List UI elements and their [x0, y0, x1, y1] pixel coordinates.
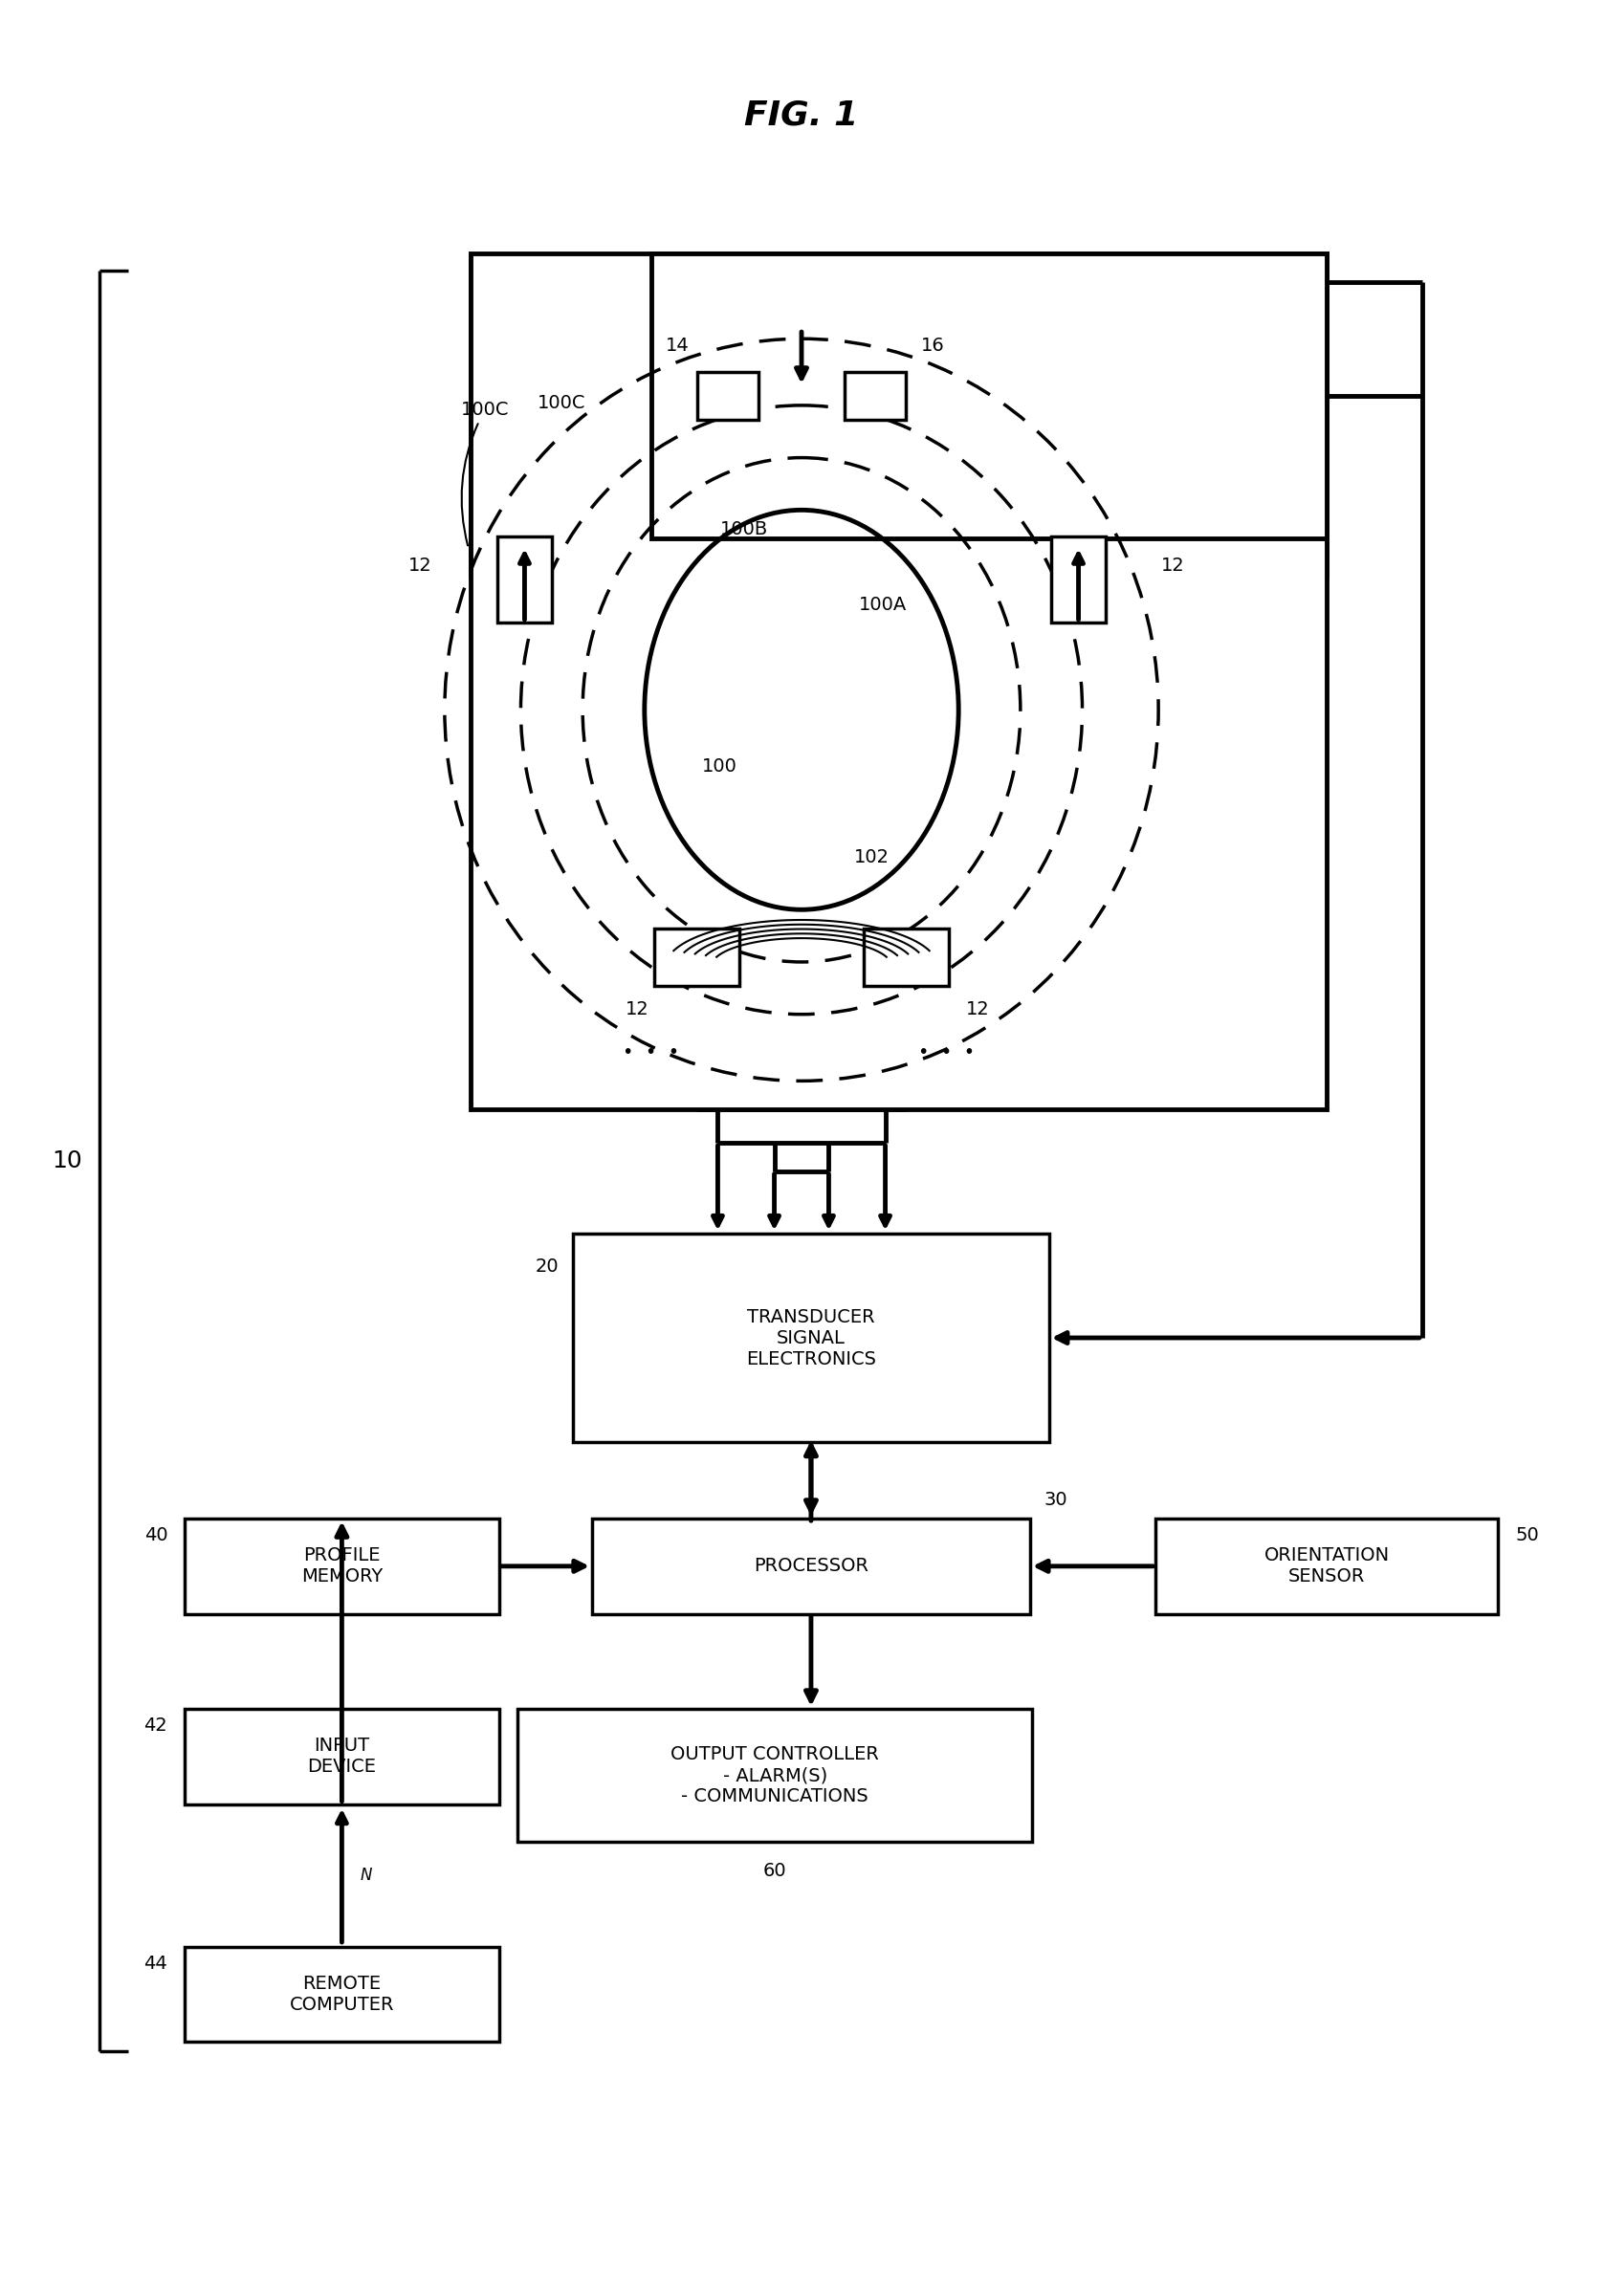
Text: 44: 44 — [144, 1954, 168, 1972]
Text: 40: 40 — [144, 1527, 168, 1545]
Text: TRANSDUCER
SIGNAL
ELECTRONICS: TRANSDUCER SIGNAL ELECTRONICS — [746, 1309, 876, 1368]
Text: 100A: 100A — [858, 597, 906, 615]
Bar — [1155, 1518, 1498, 1614]
Text: 12: 12 — [966, 1001, 990, 1019]
Text: INPUT
DEVICE: INPUT DEVICE — [308, 1736, 377, 1777]
Bar — [470, 253, 1327, 1109]
Text: 10: 10 — [51, 1150, 82, 1173]
Bar — [184, 1708, 499, 1805]
Text: 100: 100 — [701, 758, 736, 776]
Bar — [1051, 537, 1107, 622]
Bar — [863, 928, 950, 985]
Text: FIG. 1: FIG. 1 — [744, 99, 858, 131]
Text: •  •  •: • • • — [917, 1042, 975, 1061]
Text: REMOTE
COMPUTER: REMOTE COMPUTER — [289, 1975, 395, 2014]
Text: 102: 102 — [853, 847, 889, 866]
Text: ORIENTATION
SENSOR: ORIENTATION SENSOR — [1264, 1548, 1389, 1587]
Bar — [651, 253, 1327, 540]
Text: 42: 42 — [144, 1717, 168, 1736]
Text: 12: 12 — [1161, 556, 1185, 574]
Bar — [844, 372, 906, 420]
Text: 60: 60 — [764, 1862, 786, 1880]
Bar — [573, 1233, 1049, 1442]
Text: 20: 20 — [536, 1258, 558, 1277]
Bar — [696, 372, 759, 420]
Text: 14: 14 — [666, 335, 690, 354]
Text: OUTPUT CONTROLLER
- ALARM(S)
- COMMUNICATIONS: OUTPUT CONTROLLER - ALARM(S) - COMMUNICA… — [670, 1745, 879, 1805]
Bar — [184, 1518, 499, 1614]
Text: 100C: 100C — [537, 395, 585, 413]
Bar — [497, 537, 552, 622]
Text: 12: 12 — [626, 1001, 650, 1019]
Text: 50: 50 — [1516, 1527, 1538, 1545]
Text: 30: 30 — [1044, 1490, 1068, 1508]
Bar — [592, 1518, 1030, 1614]
Text: 16: 16 — [921, 335, 945, 354]
Text: •  •  •: • • • — [622, 1042, 680, 1061]
Bar — [184, 1947, 499, 2041]
Bar — [518, 1708, 1031, 1841]
Text: 100C: 100C — [460, 400, 508, 546]
Text: PROFILE
MEMORY: PROFILE MEMORY — [302, 1548, 383, 1587]
Text: 100B: 100B — [720, 519, 768, 537]
Text: N: N — [359, 1867, 372, 1885]
Bar — [654, 928, 739, 985]
Text: PROCESSOR: PROCESSOR — [754, 1557, 868, 1575]
Text: 12: 12 — [409, 556, 431, 574]
